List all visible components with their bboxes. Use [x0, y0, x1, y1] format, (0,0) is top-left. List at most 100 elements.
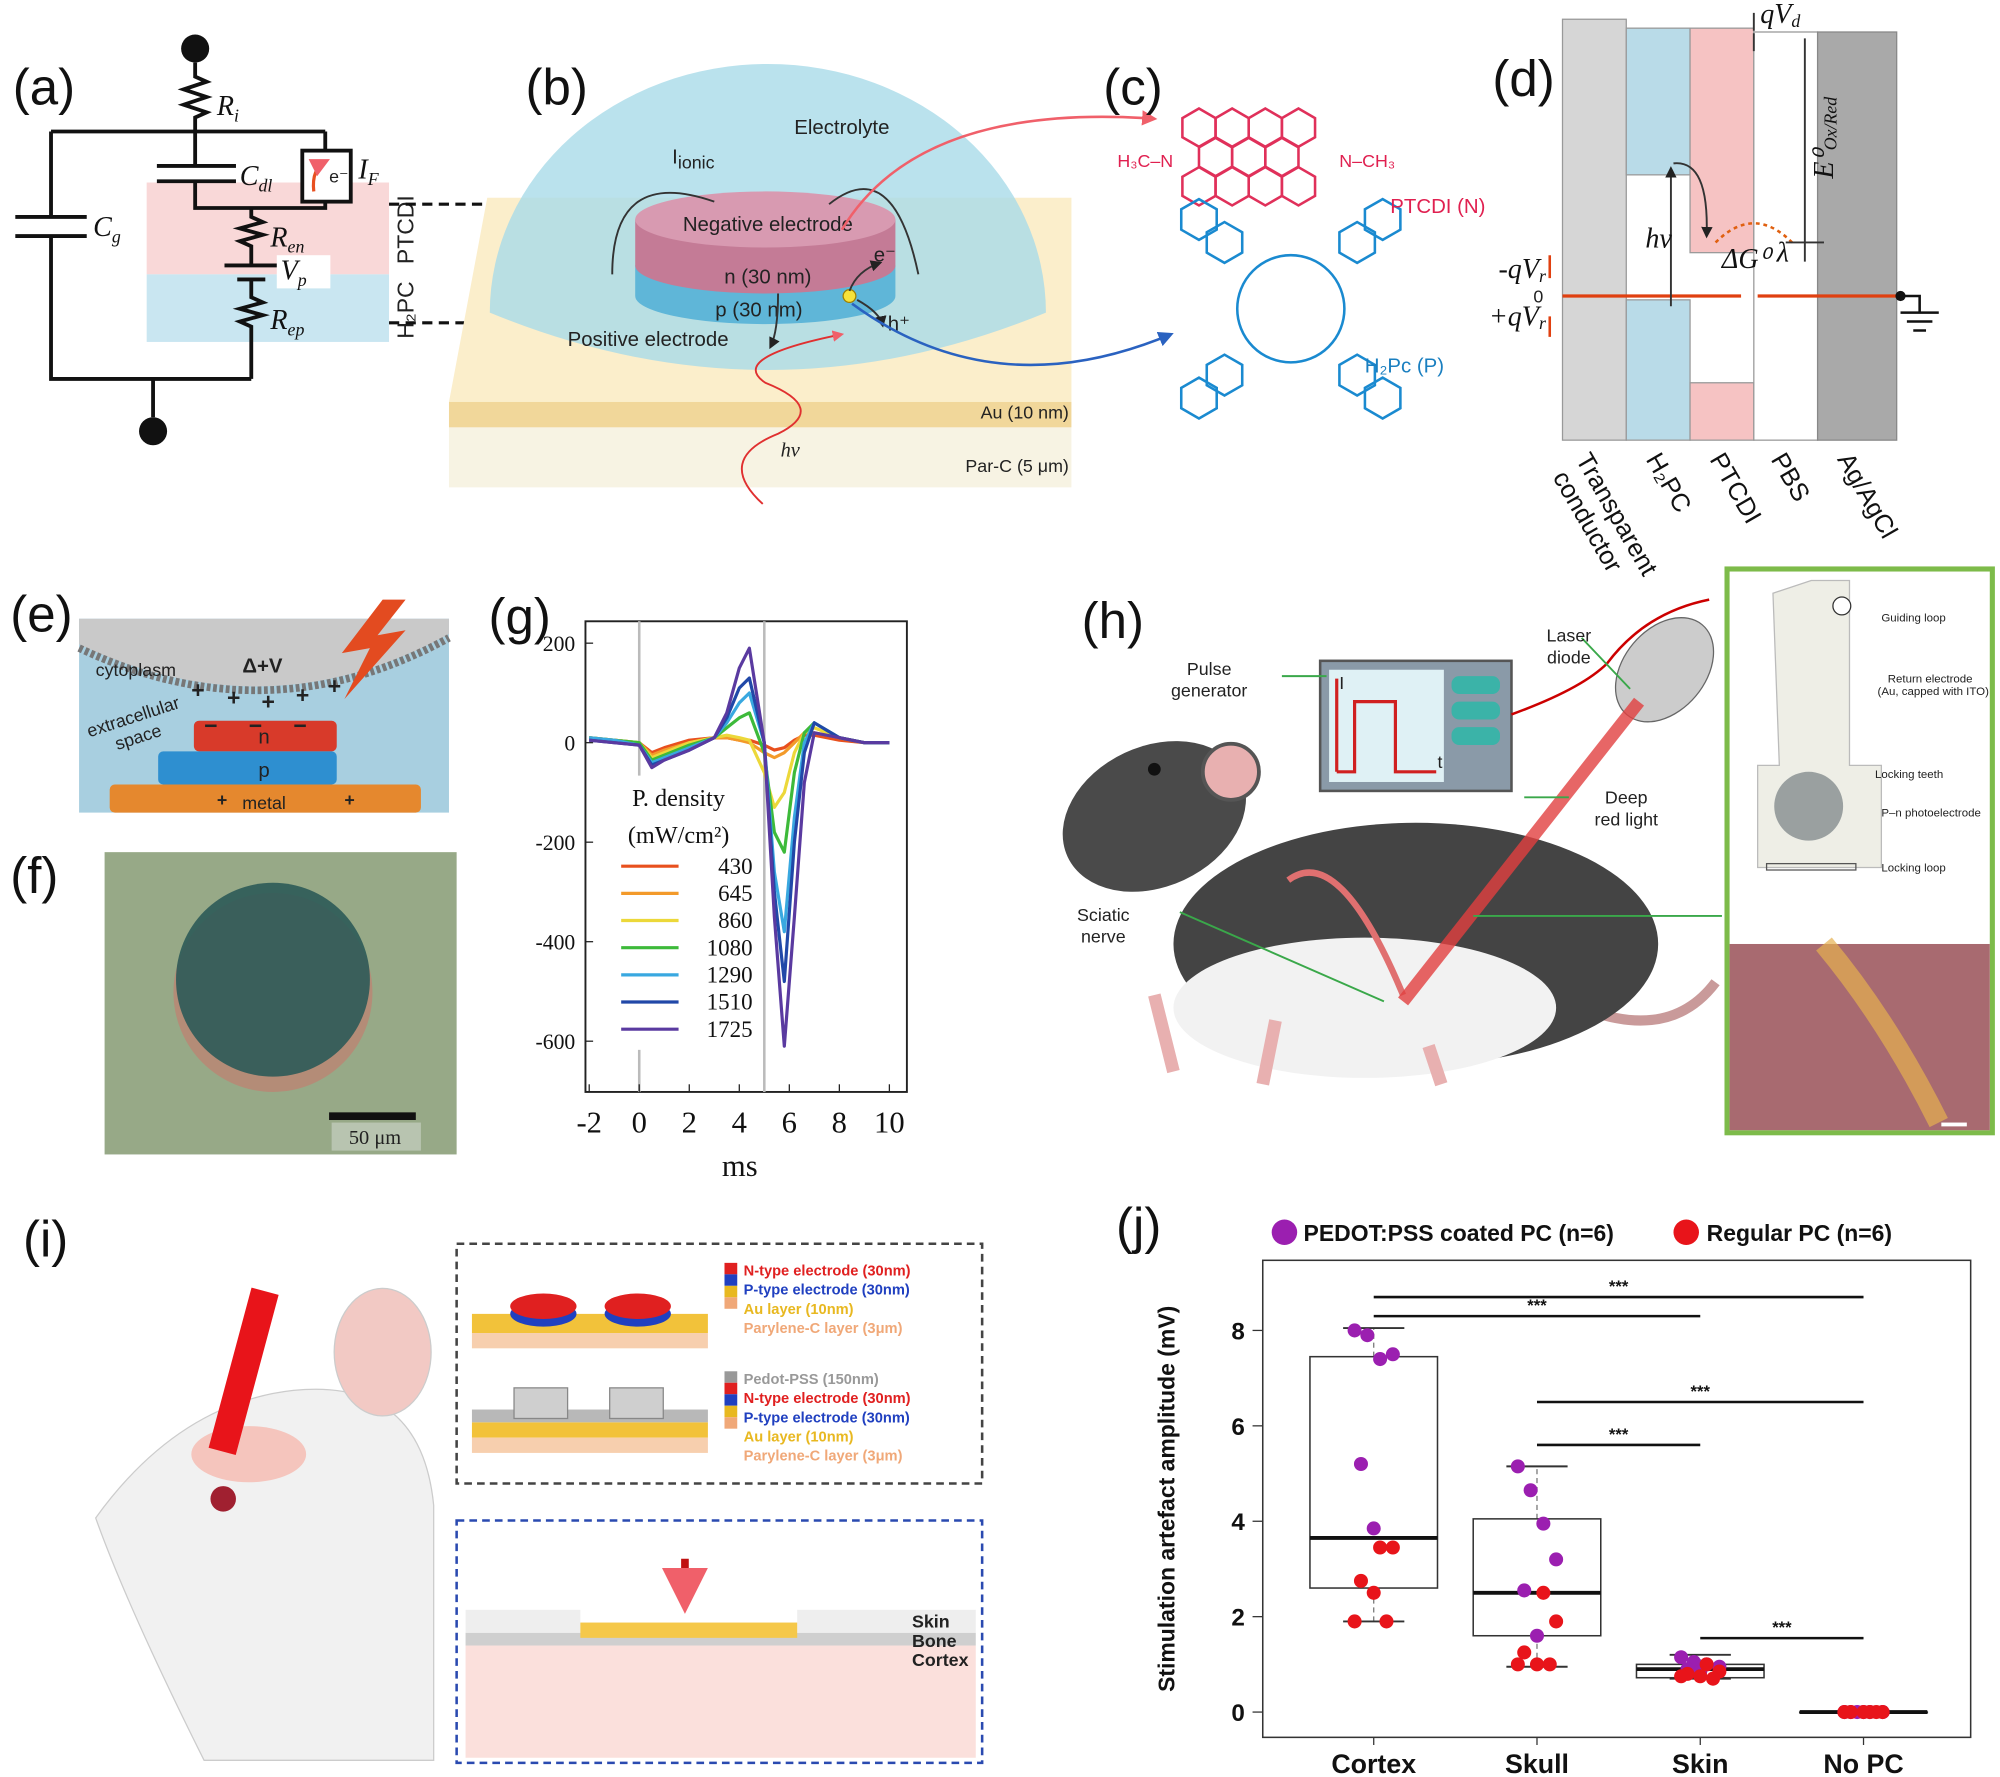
molecule-label: H₂Pc (P) [1365, 356, 1444, 378]
data-point [1705, 1671, 1721, 1686]
inset-label: Return electrode [1888, 674, 1973, 686]
axis-label: I [1339, 673, 1344, 693]
data-point [1837, 1705, 1852, 1720]
data-point [1379, 1614, 1394, 1629]
coated-disc [609, 1387, 664, 1420]
data-point [1869, 1705, 1884, 1720]
charge: + [296, 682, 309, 708]
symbol-sub: g [112, 226, 121, 246]
ring [1179, 376, 1218, 420]
parc-layer [448, 427, 1072, 488]
electrolyte-label: Electrolyte [794, 117, 889, 139]
rat-leg [1148, 993, 1448, 1087]
data-point [1536, 1585, 1551, 1600]
qvd-label: qVd [1760, 0, 1800, 31]
layer-label: N-type electrode (30nm) [744, 1264, 911, 1280]
x-tick-label: -2 [576, 1106, 602, 1140]
significance-label: *** [1609, 1277, 1629, 1296]
data-point [1510, 1657, 1525, 1672]
ptcdi-band [1689, 382, 1755, 441]
symbol-sub: F [367, 169, 380, 189]
x-tick-label: No PC [1823, 1749, 1903, 1777]
charge: + [191, 677, 204, 703]
redox-level [1785, 38, 1824, 262]
implant-layer [580, 1622, 798, 1638]
ground [1900, 294, 1939, 332]
layer-swatch [724, 1262, 738, 1275]
qvr-label: +qVr [1489, 301, 1546, 333]
callout: Pulse [1187, 659, 1232, 679]
layer-swatch [724, 1417, 738, 1429]
box [1472, 1518, 1602, 1637]
callout-line [1179, 637, 1722, 1003]
au-layer [471, 1422, 708, 1438]
layer-swatch [724, 1285, 738, 1298]
symbol: Cg [93, 212, 121, 246]
significance-label: *** [1527, 1296, 1547, 1315]
layer-label: Au layer (10nm) [744, 1302, 854, 1318]
symbol-main: C [93, 212, 112, 243]
column-label: Ag/AgCl [1832, 448, 1903, 543]
data-point [1674, 1650, 1689, 1665]
panel-f: (f) 50 μm [10, 847, 457, 1155]
layer-swatch [724, 1297, 738, 1309]
ring [1280, 165, 1317, 207]
data-point [1347, 1323, 1362, 1338]
panel-label: (c) [1103, 59, 1163, 116]
coated-disc [513, 1387, 569, 1420]
x-axis-label: ms [722, 1149, 758, 1183]
terminal [181, 34, 210, 63]
scale-bar [329, 1112, 416, 1121]
panel-h: (h) t I Pulse generator Laser diode Deep… [1062, 566, 1995, 1136]
membrane [77, 634, 451, 695]
layer-label: H₂PC [392, 281, 418, 338]
disc-top [635, 191, 896, 248]
data-point [1529, 1628, 1545, 1643]
rat-ear [1200, 741, 1261, 802]
legend-label: 1510 [707, 990, 753, 1015]
y-tick-label: 0 [564, 731, 575, 755]
ring [1363, 376, 1402, 420]
data-point [1517, 1583, 1532, 1598]
pedot-layer [471, 1409, 708, 1423]
callout: nerve [1081, 927, 1126, 947]
symbol: Cdl [240, 161, 273, 195]
legend-label: PEDOT:PSS coated PC (n=6) [1304, 1220, 1614, 1246]
layer-label: P-type electrode (30nm) [744, 1283, 910, 1299]
symbol: IF [357, 155, 379, 189]
significance-label: *** [1691, 1382, 1711, 1401]
current-sub: ionic [678, 152, 715, 172]
link-arrow [851, 302, 1174, 367]
flash [341, 599, 406, 700]
current-arrow [611, 188, 920, 347]
scale-label: 50 μm [349, 1127, 401, 1149]
label-bg [276, 255, 331, 289]
sym-main: +qV [1489, 301, 1542, 332]
ring [1338, 353, 1377, 397]
legend-marker [1271, 1219, 1298, 1246]
excitation [842, 289, 857, 304]
rat-belly [1173, 937, 1557, 1078]
symbol-sub: en [288, 237, 305, 257]
data-point [1542, 1657, 1557, 1672]
x-tick-label: 2 [682, 1106, 697, 1140]
legend-label: 860 [718, 908, 752, 933]
box [1309, 1355, 1439, 1589]
electrode-label: Negative electrode [683, 214, 853, 236]
data-point [1385, 1347, 1400, 1362]
data-point [1856, 1705, 1871, 1720]
ring [1214, 165, 1250, 207]
sym-sub: r [1539, 266, 1546, 286]
inset-label: P–n photoelectrode [1881, 807, 1980, 819]
gibbs-label: ΔG⁰ [1721, 244, 1774, 275]
y-tick-label: -200 [536, 831, 576, 855]
symbol: Ri [216, 91, 239, 125]
photo-scale [1941, 1122, 1967, 1127]
column-label: PTCDI [1704, 448, 1766, 528]
nerve [1286, 869, 1407, 997]
au-layer [448, 401, 1072, 428]
agcl-band [1816, 31, 1898, 441]
laser-diode [1614, 617, 1715, 723]
